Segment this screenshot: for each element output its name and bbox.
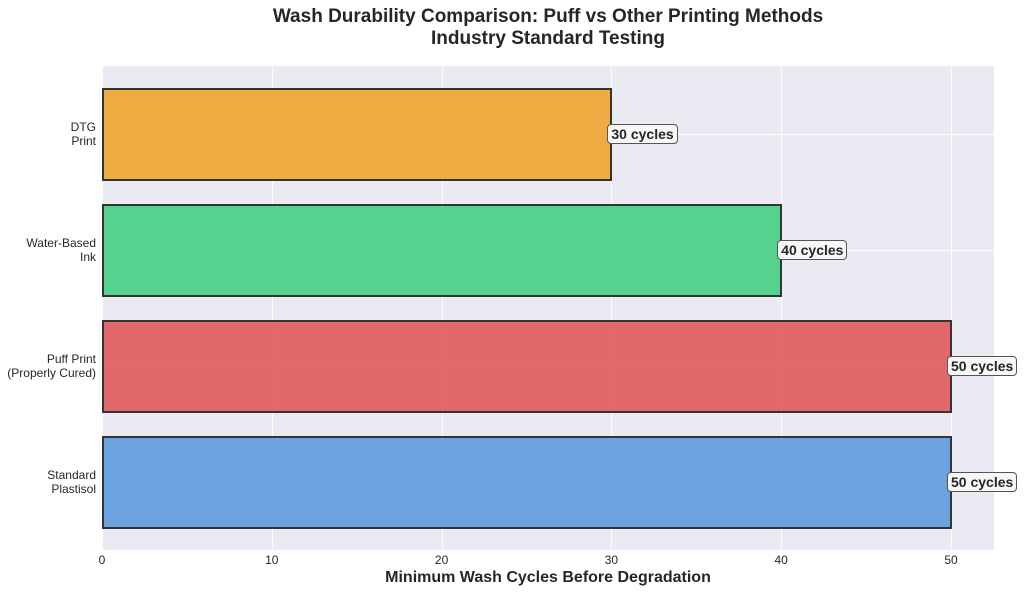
x-tick-label: 50: [944, 553, 958, 567]
x-tick-label: 20: [434, 553, 449, 567]
bar-value-label: 40 cycles: [777, 240, 848, 260]
x-gridline: [951, 66, 952, 550]
x-axis-label: Minimum Wash Cycles Before Degradation: [385, 569, 711, 586]
x-tick-label: 0: [98, 553, 106, 567]
x-gridline: [611, 66, 613, 550]
x-gridline: [102, 66, 103, 550]
y-tick-label: DTG Print: [70, 120, 96, 148]
bar-value-label: 50 cycles: [947, 356, 1018, 376]
x-tick-label: 40: [774, 553, 788, 567]
chart-title-main: Wash Durability Comparison: Puff vs Othe…: [272, 6, 824, 27]
chart-title: Wash Durability Comparison: Puff vs Othe…: [0, 6, 1024, 50]
x-tick-label: 10: [265, 553, 279, 567]
x-gridline: [781, 66, 783, 550]
y-tick-label: Standard Plastisol: [47, 468, 96, 496]
bar-value-label: 30 cycles: [607, 124, 678, 144]
bar: [102, 87, 613, 181]
x-tick-label: 30: [604, 553, 619, 567]
y-tick-label: Water-Based Ink: [26, 236, 96, 264]
x-gridline: [271, 66, 273, 550]
y-tick-label: Puff Print (Properly Cured): [7, 352, 96, 380]
x-gridline: [441, 66, 443, 550]
bar: [102, 203, 783, 297]
bar-value-label: 50 cycles: [947, 472, 1018, 492]
bar: [102, 435, 952, 529]
bar: [102, 319, 952, 413]
chart-subtitle: Industry Standard Testing: [430, 28, 665, 49]
plot-area: [102, 66, 994, 550]
